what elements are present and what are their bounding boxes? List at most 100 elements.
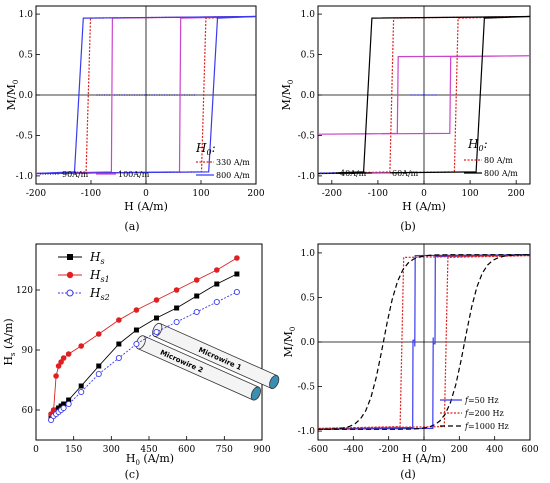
data-point — [194, 293, 200, 299]
x-tick-label: 100 — [461, 189, 478, 199]
data-point — [133, 327, 139, 333]
data-point — [65, 400, 72, 408]
y-tick-label: 90 — [22, 346, 34, 356]
data-point — [55, 363, 62, 369]
x-tick-label: 0 — [421, 189, 427, 199]
legend-label-f50: f=50 Hz — [464, 396, 499, 405]
panel-b-label: (b) — [400, 220, 416, 233]
panel-c-label: (c) — [125, 468, 140, 481]
y-tick-label: -1.0 — [298, 427, 316, 437]
data-point — [53, 373, 59, 379]
y-tick-label: -1.0 — [16, 172, 34, 182]
panel-d-legend: f=50 Hz f=200 Hz f=1000 Hz — [440, 396, 509, 431]
x-tick-label: -200 — [379, 445, 399, 455]
x-tick-label: -200 — [26, 189, 46, 199]
y-tick-label: 120 — [16, 286, 33, 296]
legend-label-b80: 80 A/m — [484, 156, 513, 165]
panel-a-label: (a) — [124, 220, 139, 233]
legend-label-90: 90A/m — [62, 170, 89, 179]
x-tick-label: 400 — [486, 445, 503, 455]
data-point — [116, 341, 122, 347]
data-point — [214, 281, 220, 287]
loop-series-3 — [317, 15, 531, 175]
x-tick-label: 0 — [421, 445, 427, 455]
panel-c-x-axis-label: H0 (A/m) — [126, 452, 174, 467]
y-tick-label: 0.0 — [301, 338, 316, 348]
data-point — [133, 307, 140, 313]
data-point — [60, 355, 67, 361]
panel-d-x-axis-label: H (A/m) — [402, 452, 446, 465]
x-tick-label: -100 — [368, 189, 388, 199]
data-point — [115, 354, 122, 362]
y-tick-label: 1.0 — [301, 249, 316, 259]
panel-a-curves — [35, 15, 257, 175]
y-tick-label: 1.0 — [19, 10, 34, 20]
panel-b-curves — [317, 15, 531, 175]
y-tick-label: -1.0 — [298, 172, 316, 182]
data-point — [173, 287, 180, 293]
x-tick-label: 600 — [178, 445, 195, 455]
data-point — [193, 277, 200, 283]
panel-a-legend: H0: 330 A/m 90A/m 100A/m 800 A/m — [40, 141, 250, 180]
y-tick-label: -0.5 — [298, 383, 316, 393]
legend-label-330: 330 A/m — [216, 158, 250, 167]
data-point — [58, 359, 64, 365]
hs-series-line-2 — [50, 291, 238, 421]
panel-c-legend: Hs Hs1 Hs2 — [58, 250, 110, 302]
panel-d-ticks: -600 -400 -200 0 200 400 600 -1.0 -0.5 0.0 0.5 1.0 — [298, 249, 539, 455]
x-tick-label: -600 — [308, 445, 328, 455]
panel-c-curves — [48, 255, 240, 424]
panel-d-crosshair — [318, 244, 530, 440]
legend-label-hs1: Hs1 — [89, 268, 110, 284]
data-point — [95, 370, 102, 378]
legend-label-b800: 800 A/m — [484, 169, 518, 178]
x-tick-label: 100 — [192, 189, 209, 199]
legend-label-b60: 60A/m — [392, 169, 419, 178]
data-point — [78, 343, 84, 349]
data-point — [213, 298, 220, 306]
legend-label-hs2: Hs2 — [89, 286, 110, 302]
data-point — [60, 404, 67, 412]
legend-label-b40: 40A/m — [340, 169, 367, 178]
x-tick-label: -200 — [322, 189, 342, 199]
panel-a-ticks: -200 -100 0 100 200 -1.0 -0.5 0.0 0.5 1.0 — [16, 10, 265, 199]
data-point — [174, 305, 180, 311]
panel-a-x-axis-label: H (A/m) — [124, 200, 168, 213]
panel-a: -200 -100 0 100 200 -1.0 -0.5 0.0 0.5 1.0 H0: 330… — [5, 5, 265, 233]
panel-c-y-axis-label: Hs (A/m) — [2, 318, 17, 365]
data-point — [234, 255, 240, 261]
data-point — [193, 308, 200, 316]
legend-label-100: 100A/m — [118, 170, 150, 179]
data-point — [95, 331, 102, 337]
hs-series-line-1 — [50, 257, 238, 415]
x-tick-label: -400 — [343, 445, 363, 455]
panel-d-y-axis-label: M/M0 — [282, 327, 297, 358]
loop-series-0 — [317, 254, 531, 430]
data-point — [96, 363, 102, 369]
panel-a-legend-title: H0: — [195, 141, 216, 157]
data-point — [56, 405, 62, 411]
data-point — [234, 271, 240, 277]
y-tick-label: 0.5 — [19, 51, 34, 61]
y-tick-label: 0.0 — [19, 91, 34, 101]
x-tick-label: 450 — [140, 445, 157, 455]
x-tick-label: 300 — [103, 445, 120, 455]
panel-b-legend-title: H0: — [467, 137, 488, 153]
data-point — [154, 315, 160, 321]
y-tick-label: 0.5 — [301, 51, 316, 61]
data-point — [65, 351, 72, 357]
data-point — [173, 318, 180, 326]
loop-series-3 — [35, 15, 257, 175]
x-tick-label: 0 — [33, 445, 39, 455]
x-tick-label: 0 — [143, 189, 149, 199]
x-tick-label: 200 — [451, 445, 468, 455]
data-point — [133, 340, 140, 348]
legend-label-800: 800 A/m — [216, 171, 250, 180]
data-point — [153, 328, 160, 336]
panel-b-ticks: -200 -100 0 100 200 -1.0 -0.5 0.0 0.5 1.0 — [298, 10, 525, 199]
x-tick-label: 200 — [247, 189, 264, 199]
data-point — [61, 401, 67, 407]
panel-a-y-axis-label: M/M0 — [5, 80, 20, 111]
data-point — [58, 403, 64, 409]
